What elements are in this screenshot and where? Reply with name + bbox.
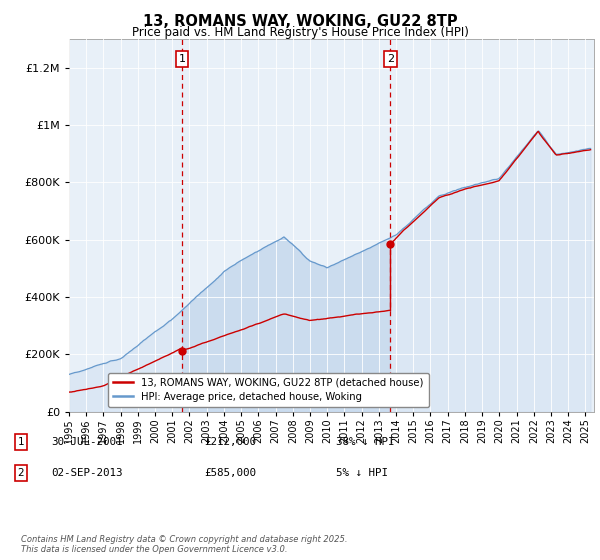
Text: 1: 1 bbox=[179, 54, 185, 64]
Text: 2: 2 bbox=[387, 54, 394, 64]
Text: 13, ROMANS WAY, WOKING, GU22 8TP: 13, ROMANS WAY, WOKING, GU22 8TP bbox=[143, 14, 457, 29]
Text: 02-SEP-2013: 02-SEP-2013 bbox=[51, 468, 122, 478]
Text: 1: 1 bbox=[17, 437, 25, 447]
Text: £585,000: £585,000 bbox=[204, 468, 256, 478]
Text: Contains HM Land Registry data © Crown copyright and database right 2025.
This d: Contains HM Land Registry data © Crown c… bbox=[21, 535, 347, 554]
Text: £212,000: £212,000 bbox=[204, 437, 256, 447]
Text: 2: 2 bbox=[17, 468, 25, 478]
Text: 5% ↓ HPI: 5% ↓ HPI bbox=[336, 468, 388, 478]
Text: 38% ↓ HPI: 38% ↓ HPI bbox=[336, 437, 395, 447]
Text: 30-JUL-2001: 30-JUL-2001 bbox=[51, 437, 122, 447]
Legend: 13, ROMANS WAY, WOKING, GU22 8TP (detached house), HPI: Average price, detached : 13, ROMANS WAY, WOKING, GU22 8TP (detach… bbox=[109, 372, 428, 407]
Text: Price paid vs. HM Land Registry's House Price Index (HPI): Price paid vs. HM Land Registry's House … bbox=[131, 26, 469, 39]
